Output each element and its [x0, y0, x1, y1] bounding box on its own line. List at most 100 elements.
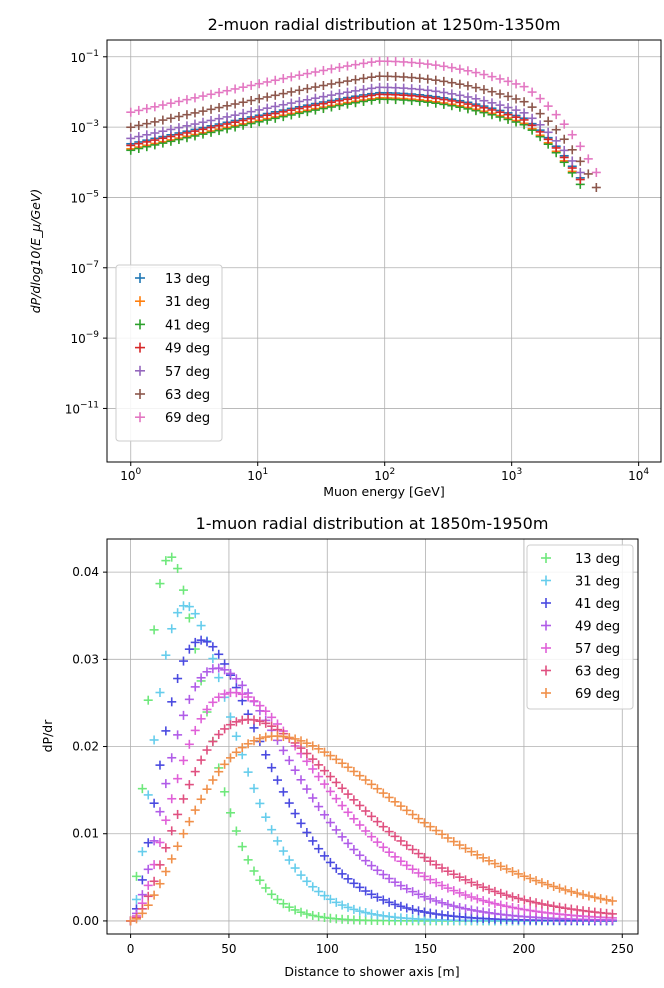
data-point — [296, 775, 306, 785]
data-point — [407, 84, 417, 94]
data-point — [261, 750, 271, 760]
data-point — [431, 860, 441, 870]
data-point — [443, 883, 453, 893]
data-point — [278, 100, 288, 110]
data-point — [337, 832, 347, 842]
data-point — [182, 95, 192, 105]
data-point — [559, 145, 569, 155]
data-point — [337, 900, 347, 910]
data-point — [414, 868, 424, 878]
data-point — [308, 882, 318, 892]
data-point — [496, 861, 506, 871]
data-point — [302, 738, 312, 748]
data-point — [367, 72, 377, 82]
data-point — [158, 100, 168, 110]
data-point — [318, 92, 328, 102]
y-tick-label: 10−5 — [70, 189, 99, 205]
data-point — [549, 881, 559, 891]
data-point — [278, 732, 288, 742]
data-point — [513, 893, 523, 903]
data-point — [178, 829, 188, 839]
data-point — [431, 909, 441, 919]
data-point — [414, 889, 424, 899]
data-point — [414, 849, 424, 859]
data-point — [419, 852, 429, 862]
data-point — [178, 601, 188, 611]
data-point — [390, 877, 400, 887]
data-point — [591, 183, 601, 193]
data-point — [243, 692, 253, 702]
data-point — [487, 98, 497, 108]
y-tick-label: 0.03 — [72, 652, 99, 666]
x-tick-label: 50 — [221, 942, 236, 956]
data-point — [375, 71, 385, 81]
data-point — [423, 85, 433, 95]
data-point — [391, 83, 401, 93]
data-point — [182, 110, 192, 120]
data-point — [155, 879, 165, 889]
data-point — [302, 69, 312, 79]
data-point — [308, 741, 318, 751]
data-point — [196, 755, 206, 765]
data-point — [355, 771, 365, 781]
data-point — [190, 682, 200, 692]
data-point — [155, 807, 165, 817]
data-point — [431, 826, 441, 836]
data-point — [131, 914, 141, 924]
data-point — [278, 74, 288, 84]
data-point — [161, 779, 171, 789]
data-point — [237, 680, 247, 690]
data-point — [390, 831, 400, 841]
data-point — [351, 60, 361, 70]
data-point — [502, 901, 512, 911]
data-point — [214, 88, 224, 98]
data-point — [267, 825, 277, 835]
legend-label: 41 deg — [165, 318, 210, 333]
data-point — [567, 156, 577, 166]
data-point — [343, 838, 353, 848]
data-point — [355, 820, 365, 830]
data-point — [508, 892, 518, 902]
data-point — [531, 898, 541, 908]
data-point — [383, 71, 393, 81]
data-point — [367, 811, 377, 821]
data-point — [425, 822, 435, 832]
data-point — [134, 120, 144, 130]
x-tick-label: 200 — [512, 942, 535, 956]
y-axis-label: dP/dr — [40, 719, 55, 753]
data-point — [431, 86, 441, 96]
legend-label: 49 deg — [575, 620, 620, 635]
data-point — [126, 122, 136, 132]
data-point — [537, 878, 547, 888]
data-point — [408, 810, 418, 820]
data-point — [407, 73, 417, 83]
data-point — [173, 809, 183, 819]
data-point — [455, 64, 465, 74]
data-point — [596, 894, 606, 904]
data-point — [415, 84, 425, 94]
data-point — [206, 104, 216, 114]
legend-label: 69 deg — [575, 687, 620, 702]
data-point — [137, 890, 147, 900]
data-point — [238, 82, 248, 92]
data-point — [375, 82, 385, 92]
data-point — [478, 882, 488, 892]
data-point — [190, 119, 200, 129]
data-point — [527, 113, 537, 123]
data-point — [167, 552, 177, 562]
data-point — [214, 767, 224, 777]
data-point — [196, 635, 206, 645]
data-point — [396, 856, 406, 866]
data-point — [519, 905, 529, 915]
x-tick-label: 102 — [374, 467, 395, 483]
data-point — [463, 81, 473, 91]
data-point — [320, 851, 330, 861]
data-point — [155, 688, 165, 698]
data-point — [355, 882, 365, 892]
data-point — [178, 585, 188, 595]
data-point — [359, 58, 369, 68]
data-point — [278, 846, 288, 856]
data-point — [439, 76, 449, 86]
data-point — [131, 894, 141, 904]
data-point — [478, 896, 488, 906]
